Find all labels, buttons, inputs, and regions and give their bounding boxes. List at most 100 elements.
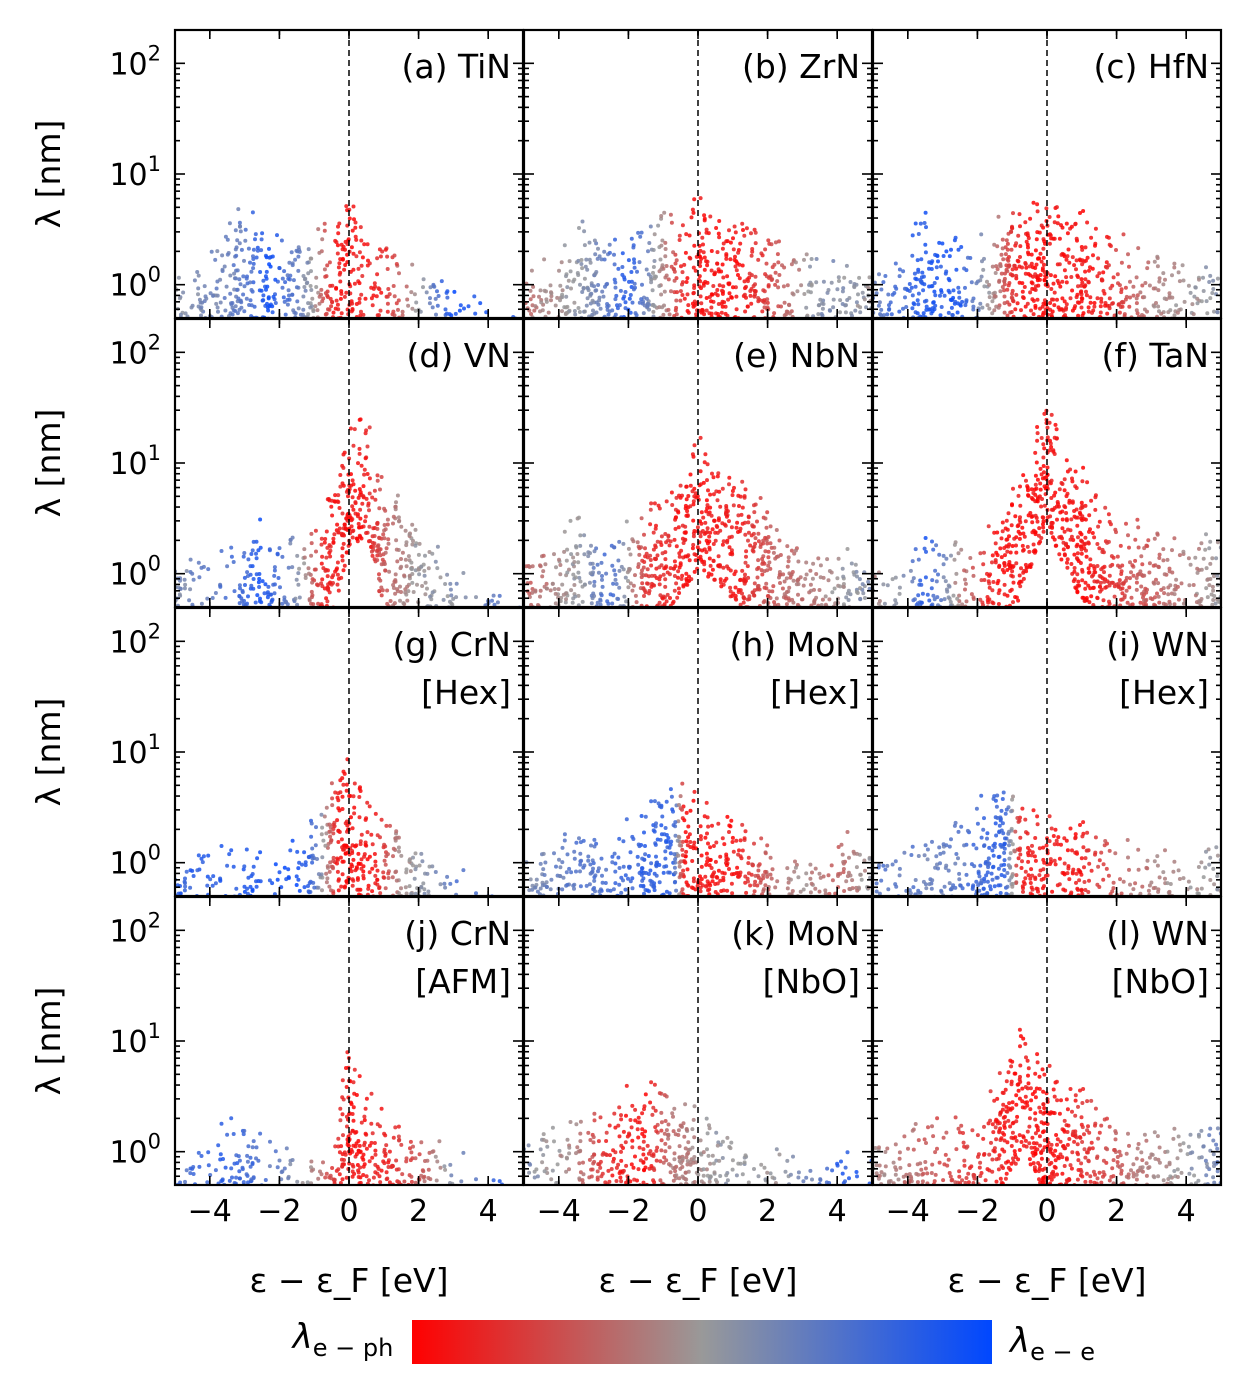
scatter-point [1104, 260, 1109, 265]
scatter-point [373, 873, 378, 878]
scatter-point [980, 259, 984, 264]
scatter-point [1140, 313, 1144, 317]
scatter-point [322, 228, 327, 233]
scatter-point [237, 241, 242, 246]
scatter-point [1075, 589, 1080, 594]
scatter-point [681, 583, 686, 588]
scatter-point [188, 885, 193, 890]
scatter-point [1051, 448, 1056, 453]
scatter-point [328, 548, 333, 553]
scatter-point [303, 573, 308, 578]
scatter-point [1072, 569, 1077, 574]
scatter-point [366, 883, 371, 888]
scatter-point [363, 514, 368, 519]
scatter-point [1097, 271, 1102, 276]
scatter-point [636, 562, 641, 567]
scatter-point [705, 263, 710, 268]
scatter-point [911, 301, 916, 306]
scatter-point [644, 296, 649, 301]
scatter-point [271, 582, 276, 587]
scatter-point [611, 581, 616, 586]
scatter-point [753, 274, 758, 279]
scatter-point [1215, 540, 1220, 545]
scatter-point [663, 532, 668, 536]
scatter-point [352, 281, 357, 286]
scatter-point [295, 602, 300, 607]
scatter-point [251, 247, 256, 252]
scatter-point [885, 583, 890, 588]
scatter-point [693, 491, 698, 496]
scatter-point [413, 308, 418, 313]
scatter-point [282, 595, 287, 600]
scatter-point [1040, 497, 1044, 501]
scatter-point [1002, 301, 1007, 306]
scatter-point [680, 573, 685, 578]
scatter-point [709, 311, 714, 316]
scatter-point [1062, 488, 1067, 493]
scatter-point [378, 254, 383, 259]
scatter-point [524, 564, 529, 569]
scatter-point [651, 248, 656, 252]
scatter-point [623, 290, 628, 294]
scatter-point [379, 593, 384, 598]
scatter-point [1074, 486, 1079, 490]
scatter-point [971, 307, 976, 312]
scatter-point [280, 276, 285, 281]
scatter-point [749, 287, 754, 291]
scatter-point [356, 461, 360, 466]
scatter-point [283, 280, 288, 285]
scatter-point [303, 288, 308, 293]
scatter-point [1009, 247, 1014, 252]
scatter-point [1007, 255, 1011, 259]
scatter-point [350, 883, 355, 888]
scatter-point [1156, 565, 1161, 570]
scatter-point [582, 533, 587, 538]
scatter-point [1031, 542, 1036, 547]
scatter-point [1108, 286, 1113, 291]
scatter-point [1106, 263, 1111, 268]
scatter-point [740, 521, 745, 526]
scatter-point [287, 260, 292, 265]
scatter-point [942, 293, 947, 298]
scatter-point [332, 532, 337, 537]
scatter-point [348, 794, 353, 798]
scatter-point [1212, 309, 1216, 314]
scatter-point [685, 582, 690, 587]
scatter-point [581, 286, 586, 291]
scatter-point [178, 586, 183, 591]
scatter-point [947, 254, 952, 259]
scatter-point [667, 572, 672, 577]
scatter-point [946, 310, 951, 315]
scatter-point [781, 572, 786, 577]
scatter-point [598, 306, 603, 311]
scatter-point [656, 223, 661, 228]
scatter-point [826, 578, 831, 583]
scatter-point [342, 771, 347, 776]
scatter-point [310, 296, 315, 301]
scatter-point [377, 536, 382, 541]
scatter-point [244, 847, 249, 852]
scatter-point [1080, 505, 1085, 510]
scatter-point [213, 881, 218, 886]
scatter-point [933, 568, 938, 573]
scatter-point [1079, 299, 1084, 304]
scatter-point [709, 249, 714, 253]
scatter-point [297, 566, 302, 571]
scatter-point [659, 243, 664, 248]
scatter-point [1136, 525, 1141, 530]
scatter-point [687, 574, 691, 579]
scatter-point [1005, 549, 1010, 554]
scatter-point [674, 581, 679, 586]
scatter-point [206, 567, 211, 572]
scatter-point [199, 305, 204, 310]
scatter-point [1017, 212, 1022, 217]
scatter-point [942, 597, 947, 602]
scatter-point [1156, 594, 1161, 599]
scatter-point [767, 589, 772, 594]
y-tick-label: 102 [109, 41, 161, 82]
scatter-point [655, 553, 660, 558]
scatter-point [1074, 515, 1078, 520]
scatter-point [1195, 301, 1200, 306]
scatter-point [228, 311, 233, 316]
scatter-point [1049, 287, 1054, 291]
